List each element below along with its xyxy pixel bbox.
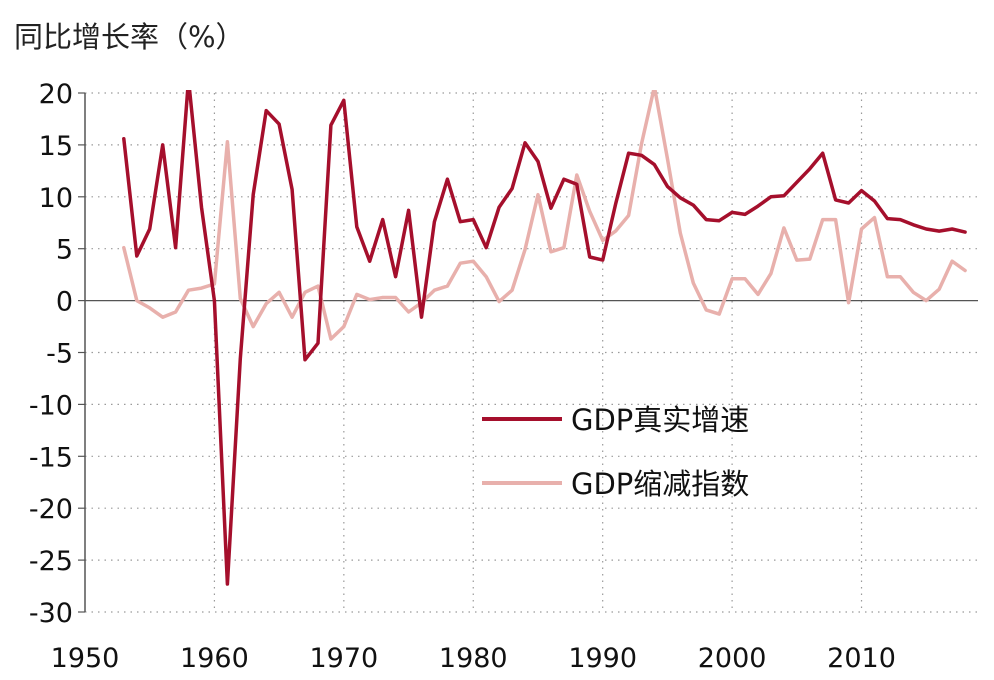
series-lines <box>122 90 967 586</box>
x-tick-label: 2010 <box>827 643 896 674</box>
y-tick-label: 10 <box>39 183 73 214</box>
y-tick-label: 20 <box>39 79 73 110</box>
x-tick-label: 1980 <box>439 643 508 674</box>
y-tick-label: 5 <box>56 235 73 266</box>
y-tick-label: -25 <box>29 546 73 577</box>
y-tick-label: -30 <box>29 598 73 629</box>
y-tick-label: -20 <box>29 494 73 525</box>
legend: GDP真实增速 GDP缩减指数 <box>482 403 749 501</box>
legend-label-deflator: GDP缩减指数 <box>571 467 749 501</box>
y-tick-label: -10 <box>29 390 73 421</box>
x-tick-label: 1990 <box>568 643 637 674</box>
series-line-real-growth <box>122 90 967 586</box>
gridlines <box>85 92 978 613</box>
y-axis-unit-label: 同比增长率（%） <box>14 20 245 54</box>
x-tick-label: 2000 <box>698 643 767 674</box>
legend-label-real-growth: GDP真实增速 <box>571 403 749 437</box>
x-tick-label: 1970 <box>309 643 378 674</box>
y-tick-label: -15 <box>29 442 73 473</box>
x-tick-label: 1950 <box>51 643 120 674</box>
series-line-deflator <box>122 90 967 341</box>
x-tick-label: 1960 <box>180 643 249 674</box>
y-tick-label: 0 <box>56 287 73 318</box>
y-tick-label: -5 <box>46 339 73 370</box>
y-tick-label: 15 <box>39 131 73 162</box>
axes: 20 15 10 5 0 -5 -10 -15 -20 -25 -30 1950 1960 1970 198… <box>29 79 978 674</box>
